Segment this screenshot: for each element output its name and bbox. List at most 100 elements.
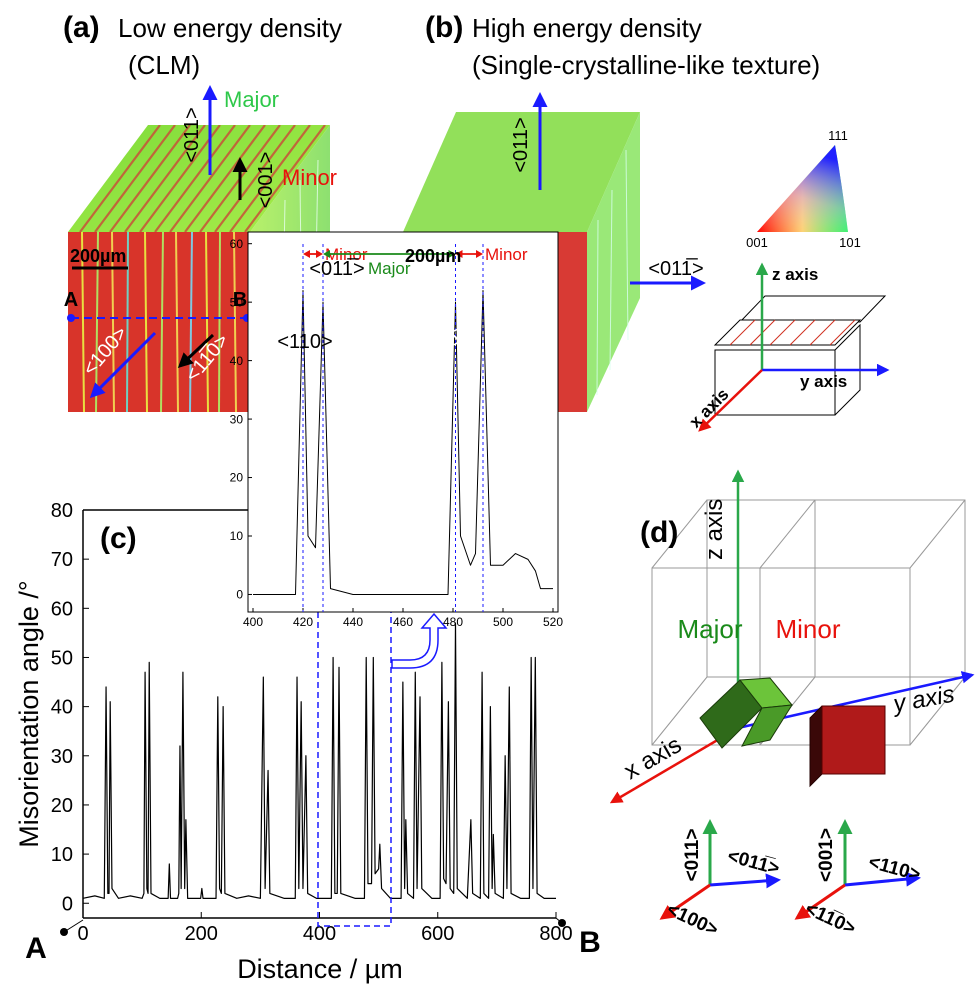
endpoint (60, 928, 68, 936)
axis-arrow (709, 873, 781, 889)
cube-top (403, 112, 640, 232)
side-texture (596, 149, 629, 396)
y-tick-label: 10 (51, 844, 73, 866)
panel-title: High energy density (472, 13, 702, 43)
arrow (89, 331, 157, 399)
axis-label: z axis (772, 265, 818, 284)
y-tick-label: 40 (51, 697, 73, 719)
shape (126, 231, 129, 413)
shape (625, 149, 629, 341)
box-front (651, 567, 911, 746)
y-tick-label: 0 (62, 893, 73, 915)
arrowhead (476, 250, 483, 258)
scale-label: 200µm (405, 246, 461, 266)
diagram-d (609, 469, 975, 920)
y-tick-label: 80 (51, 500, 73, 522)
shape (124, 125, 206, 232)
plate-lines (729, 319, 856, 346)
shape (596, 219, 599, 396)
annotation: Minor (282, 165, 337, 190)
panel-title: Low energy density (118, 13, 342, 43)
point-label: A (64, 289, 78, 311)
axis-arrow (659, 883, 711, 920)
shape (154, 125, 236, 232)
shape (205, 231, 209, 413)
shape (233, 231, 237, 413)
shape (111, 231, 115, 413)
x-tick-label: 520 (543, 615, 563, 629)
zoom-arrow (391, 612, 448, 669)
direction-label: <001> (816, 828, 837, 882)
panel-subtitle: (Single-crystalline-like texture) (472, 50, 820, 80)
shape (214, 125, 296, 232)
y-tick-label: 70 (51, 549, 73, 571)
direction-label: <001> (255, 152, 277, 209)
x-tick-label: 400 (243, 615, 263, 629)
shape (94, 125, 176, 232)
shape (229, 125, 311, 232)
panel-label: (d) (640, 516, 678, 549)
x-tick-label: 600 (421, 923, 454, 945)
direction-label: <110> (277, 331, 332, 353)
arrowhead (323, 250, 330, 258)
y-tick-label: 50 (230, 295, 244, 309)
data-line (82, 622, 556, 899)
y-tick-label: 30 (51, 746, 73, 768)
shape (769, 319, 796, 346)
axis-arrow (698, 369, 763, 432)
front-texture (81, 231, 237, 413)
panel-label: (b) (425, 11, 463, 44)
shape (81, 231, 85, 413)
axis-label: z axis (701, 499, 728, 560)
arrow (177, 333, 215, 369)
x-tick-label: 480 (443, 615, 463, 629)
shape (789, 319, 816, 346)
shape (160, 231, 164, 413)
endpoint (558, 919, 566, 927)
shape (109, 125, 191, 232)
axis-arrow (794, 883, 846, 920)
zoom-indicator (317, 559, 448, 927)
ipf-fill (757, 145, 848, 232)
direction-label: <100> (663, 899, 721, 941)
ipf-label: 001 (746, 235, 768, 250)
direction-label: <011̅> (725, 846, 781, 880)
y-tick-label: 20 (230, 471, 244, 485)
direction-label: <011> (682, 829, 703, 882)
x-tick-label: 200 (185, 923, 218, 945)
y-tick-label: 60 (230, 237, 244, 251)
shape (95, 231, 99, 413)
direction-label: <011̅> (309, 257, 364, 280)
x-tick-label: 400 (303, 923, 336, 945)
y-tick-label: 0 (236, 588, 243, 602)
shape (651, 499, 708, 569)
shape (169, 125, 251, 232)
point (67, 314, 75, 322)
shape (184, 125, 266, 232)
sample-axes (698, 262, 890, 432)
y-tick-label: 10 (230, 529, 244, 543)
axis-label: x axis (686, 385, 733, 432)
shape (809, 319, 836, 346)
shape (729, 319, 756, 346)
start-label: A (25, 932, 47, 965)
shape (829, 319, 856, 346)
direction-label: <011̅> (648, 257, 703, 280)
annotation: Major (224, 87, 279, 112)
arrowhead (303, 250, 310, 258)
panel-label: (a) (63, 11, 100, 44)
x-tick-label: 800 (539, 923, 572, 945)
shape (909, 676, 966, 746)
range-label: Minor (485, 245, 528, 264)
direction-label: <011> (181, 107, 203, 162)
direction-label: <011> (510, 117, 532, 172)
arrowhead (455, 250, 463, 258)
y-tick-label: 40 (230, 354, 244, 368)
axis-arrow (844, 871, 921, 887)
range-label: Major (368, 259, 411, 278)
x-tick-label: 440 (343, 615, 363, 629)
panel-label: (c) (100, 522, 137, 555)
